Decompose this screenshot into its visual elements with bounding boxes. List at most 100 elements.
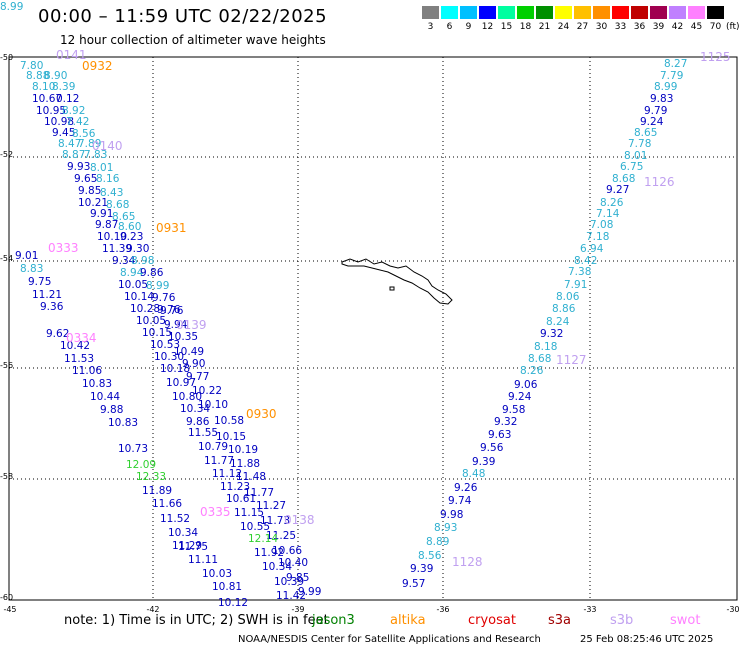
wave-height-value: 9.32 — [540, 328, 563, 340]
longitude-label: -36 — [436, 605, 449, 614]
wave-height-value: 8.99 — [654, 81, 677, 93]
track-time-label: 0141 — [56, 48, 87, 62]
wave-height-value: 11.15 — [234, 507, 264, 519]
wave-height-value: 10.14 — [124, 291, 154, 303]
wave-height-value: 9.39 — [410, 563, 433, 575]
wave-height-value: 10.61 — [226, 493, 256, 505]
wave-height-value: 9.65 — [74, 173, 97, 185]
color-scale-label: 6 — [446, 22, 453, 32]
wave-height-value: 11.53 — [64, 353, 94, 365]
wave-height-value: 8.86 — [552, 303, 576, 315]
wave-height-value: 7.83 — [84, 149, 107, 161]
color-swatch — [612, 6, 629, 19]
color-scale-label: 15 — [500, 22, 513, 32]
color-scale-label: 36 — [633, 22, 646, 32]
wave-height-value: 7.79 — [660, 70, 683, 82]
wave-height-value: 10.10 — [97, 231, 127, 243]
wave-height-value: 8.18 — [534, 341, 557, 353]
wave-height-value: 8.68 — [528, 353, 551, 365]
wave-height-value: 9.88 — [100, 404, 123, 416]
color-scale-label: 21 — [538, 22, 551, 32]
wave-height-value: 9.32 — [494, 416, 517, 428]
wave-height-value: 10.44 — [90, 391, 120, 403]
wave-height-value: 9.39 — [472, 456, 495, 468]
color-scale-label: 12 — [481, 22, 494, 32]
wave-height-value: 9.99 — [298, 586, 321, 598]
wave-height-value: 8.93 — [434, 522, 457, 534]
wave-height-labels: 7.808.908.888.398.1010.670.1210.958.9210… — [0, 1, 687, 609]
color-scale-label: 24 — [557, 22, 570, 32]
wave-height-value: 8.16 — [96, 173, 120, 185]
color-swatch — [574, 6, 591, 19]
wave-height-value: 8.01 — [624, 150, 647, 162]
wave-height-value: 11.52 — [160, 513, 190, 525]
color-swatch — [688, 6, 705, 19]
track-time-label: 1125 — [700, 50, 731, 64]
wave-height-value: 11.77 — [204, 455, 234, 467]
legend-item-s3a: s3a — [548, 613, 572, 628]
wave-height-value: 10.40 — [278, 557, 308, 569]
color-scale-label: 33 — [614, 22, 627, 32]
wave-height-value: 7.18 — [586, 231, 609, 243]
legend-item-altika: altika — [390, 613, 426, 628]
wave-height-value: 10.98 — [44, 116, 74, 128]
color-swatch — [669, 6, 686, 19]
wave-height-value: 10.03 — [202, 568, 232, 580]
wave-height-value: 12.33 — [136, 471, 166, 483]
wave-height-value: 11.48 — [236, 471, 266, 483]
wave-height-value: 10.73 — [118, 443, 148, 455]
wave-height-value: 8.42 — [574, 255, 597, 267]
wave-height-value: 10.58 — [214, 415, 244, 427]
wave-height-value: 9.91 — [90, 208, 113, 220]
wave-height-value: 9.76 — [157, 304, 181, 316]
track-time-label: 0333 — [48, 241, 79, 255]
wave-height-value: 11.25 — [266, 530, 296, 542]
wave-height-value: 11.75 — [178, 541, 208, 553]
color-scale-label: 45 — [690, 22, 703, 32]
wave-height-value: 10.79 — [198, 441, 228, 453]
legend-item-jason3: jason3 — [312, 613, 355, 628]
color-swatch — [536, 6, 553, 19]
wave-height-value: 10.67 — [32, 93, 62, 105]
wave-height-value: 9.30 — [126, 243, 149, 255]
wave-height-value: 9.76 — [160, 305, 184, 317]
longitude-label: -42 — [146, 605, 159, 614]
wave-height-value: 9.24 — [508, 391, 532, 403]
color-scale-label: 9 — [465, 22, 472, 32]
wave-height-value: 8.68 — [612, 173, 635, 185]
wave-height-value: 10.28 — [130, 303, 160, 315]
wave-height-value: 8.92 — [62, 105, 85, 117]
wave-height-value: 9.26 — [454, 482, 478, 494]
wave-height-value: 9.98 — [440, 509, 463, 521]
track-time-label: 0138 — [284, 513, 315, 527]
wave-height-value: 8.43 — [100, 187, 123, 199]
wave-height-value: 10.81 — [212, 581, 242, 593]
wave-height-value: 7.78 — [628, 138, 651, 150]
color-scale-label: 39 — [652, 22, 665, 32]
wave-height-value: 9.77 — [186, 371, 209, 383]
color-swatch — [422, 6, 439, 19]
wave-height-value: 9.76 — [152, 292, 176, 304]
wave-height-value: 9.75 — [28, 276, 51, 288]
wave-height-value: 11.55 — [188, 427, 218, 439]
wave-height-value: 9.90 — [182, 358, 205, 370]
wave-height-value: 10.34 — [168, 527, 198, 539]
wave-height-value: 7.08 — [590, 219, 613, 231]
wave-height-value: 9.85 — [286, 572, 309, 584]
wave-height-value: 10.18 — [160, 363, 190, 375]
wave-height-value: 10.97 — [166, 377, 196, 389]
wave-height-value: 9.79 — [644, 105, 667, 117]
axis-labels: -45 -42 -39 -36 -33 -30 -50 -52 -54 -56 -58 -60 — [0, 53, 740, 614]
wave-height-value: 9.62 — [46, 328, 69, 340]
color-swatch — [498, 6, 515, 19]
legend-item-cryosat: cryosat — [468, 613, 516, 628]
wave-height-value: 8.90 — [44, 70, 67, 82]
track-time-label: 0139 — [176, 318, 207, 332]
wave-height-value: 11.77 — [244, 487, 274, 499]
color-swatch — [479, 6, 496, 19]
color-swatch — [555, 6, 572, 19]
wave-height-value: 12.14 — [248, 533, 278, 545]
map-subtitle: 12 hour collection of altimeter wave hei… — [60, 33, 326, 47]
color-scale-label: 27 — [576, 22, 589, 32]
longitude-label: -30 — [726, 605, 739, 614]
